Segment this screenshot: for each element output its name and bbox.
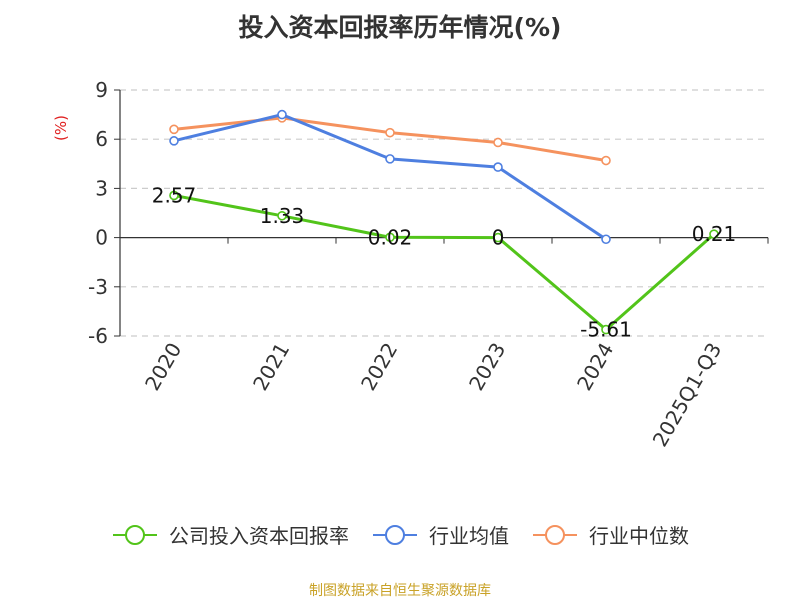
data-point: [709, 229, 719, 239]
data-point: [277, 210, 287, 221]
x-tick-label: 2021: [248, 339, 294, 395]
legend-item-3[interactable]: 行业中位数: [531, 520, 689, 549]
y-tick-label: 9: [95, 78, 108, 102]
legend-label: 公司投入资本回报率: [169, 524, 349, 548]
series-layer: [169, 109, 719, 335]
legend-marker-icon: [373, 524, 417, 545]
chart-title: 投入资本回报率历年情况(%): [238, 13, 562, 42]
source-note: 制图数据来自恒生聚源数据库: [309, 583, 491, 599]
x-tick-label: 2020: [140, 339, 186, 395]
y-tick-label: 3: [95, 176, 108, 200]
x-tick-label: 2022: [356, 339, 402, 395]
data-label: 0.21: [692, 222, 737, 246]
data-point: [493, 232, 503, 243]
data-point: [385, 127, 395, 138]
data-label: 2.57: [152, 183, 197, 207]
x-tick-label: 2023: [464, 339, 510, 395]
x-tick-label: 2025Q1-Q3: [648, 339, 727, 451]
data-point: [169, 136, 179, 146]
data-point: [601, 155, 611, 166]
legend: 公司投入资本回报率 行业均值 行业中位数: [0, 520, 800, 549]
data-point: [169, 190, 179, 201]
label-layer: 2.57 1.33 0.02 0 -5.61 0.21: [152, 183, 737, 341]
data-point: [277, 109, 287, 120]
legend-marker-icon: [533, 524, 577, 545]
data-point: [493, 137, 503, 148]
legend-item-2[interactable]: 行业均值: [371, 520, 509, 549]
data-label: 0.02: [368, 225, 413, 249]
y-tick-label: 0: [95, 226, 108, 250]
data-point: [385, 232, 395, 243]
data-point: [385, 154, 395, 164]
series-line-1: [173, 193, 715, 332]
data-label: 1.33: [260, 204, 305, 228]
y-tick-label: -3: [88, 275, 108, 299]
y-tick-label: -6: [88, 324, 108, 348]
x-tick-label: 2024: [572, 339, 618, 395]
data-label: -5.61: [580, 318, 632, 342]
data-point: [169, 124, 179, 135]
data-point: [601, 324, 611, 335]
legend-item-1[interactable]: 公司投入资本回报率: [111, 520, 349, 549]
data-label: 0: [492, 226, 505, 250]
legend-marker-icon: [113, 524, 157, 545]
grid-layer: [120, 89, 768, 337]
legend-label: 行业均值: [429, 524, 509, 548]
y-axis-label: (%): [52, 115, 70, 141]
line-chart: 9 6 3 0 -3 -6 2020 2021 2022 2023 2024 2025Q1-Q3 (%)…: [52, 78, 769, 451]
y-tick-label: 6: [95, 127, 108, 151]
data-point: [493, 162, 503, 172]
data-point: [601, 234, 611, 245]
legend-label: 行业中位数: [589, 524, 689, 548]
